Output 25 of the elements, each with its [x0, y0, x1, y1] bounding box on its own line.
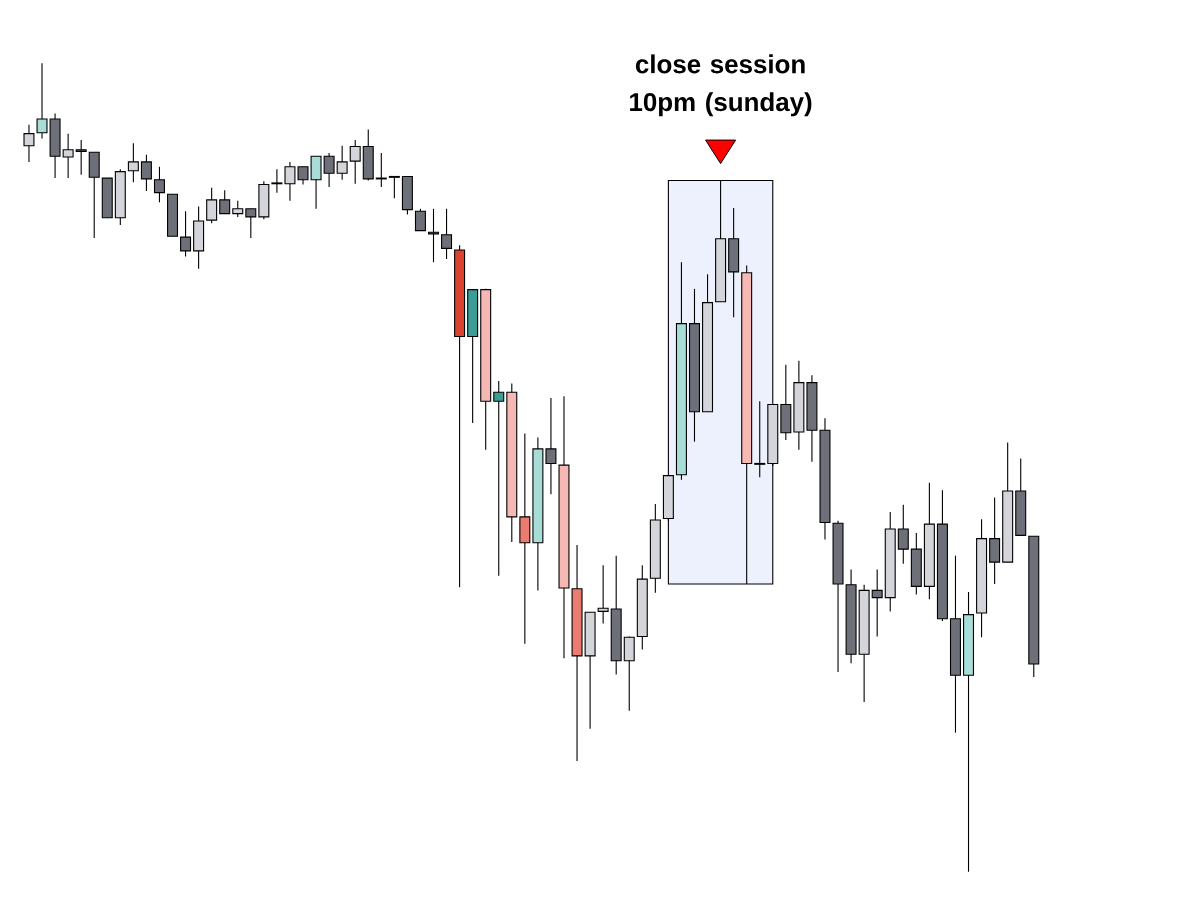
- candlestick: [388, 175, 400, 199]
- candlestick: [75, 139, 87, 176]
- candlestick: [441, 208, 453, 260]
- candlestick: [127, 142, 139, 183]
- candlestick: [140, 154, 152, 192]
- candlestick: [597, 564, 609, 625]
- candlestick: [180, 210, 192, 258]
- candlestick: [623, 635, 635, 712]
- candlestick: [871, 568, 883, 638]
- candlestick: [754, 400, 766, 478]
- candlestick: [153, 166, 165, 203]
- candlestick: [375, 152, 387, 188]
- candlestick: [219, 189, 231, 215]
- candlestick: [897, 504, 909, 565]
- candlestick: [62, 133, 74, 179]
- annotation: close session 10pm (sunday): [630, 54, 812, 117]
- candlestick: [414, 208, 426, 232]
- candlestick: [245, 208, 257, 239]
- candlestick: [427, 208, 440, 263]
- candlestick: [336, 145, 348, 181]
- candlestick: [989, 496, 1001, 585]
- candlestick: [493, 380, 505, 577]
- candlestick: [206, 187, 218, 224]
- candlestick: [23, 124, 35, 163]
- candlestick: [349, 139, 361, 185]
